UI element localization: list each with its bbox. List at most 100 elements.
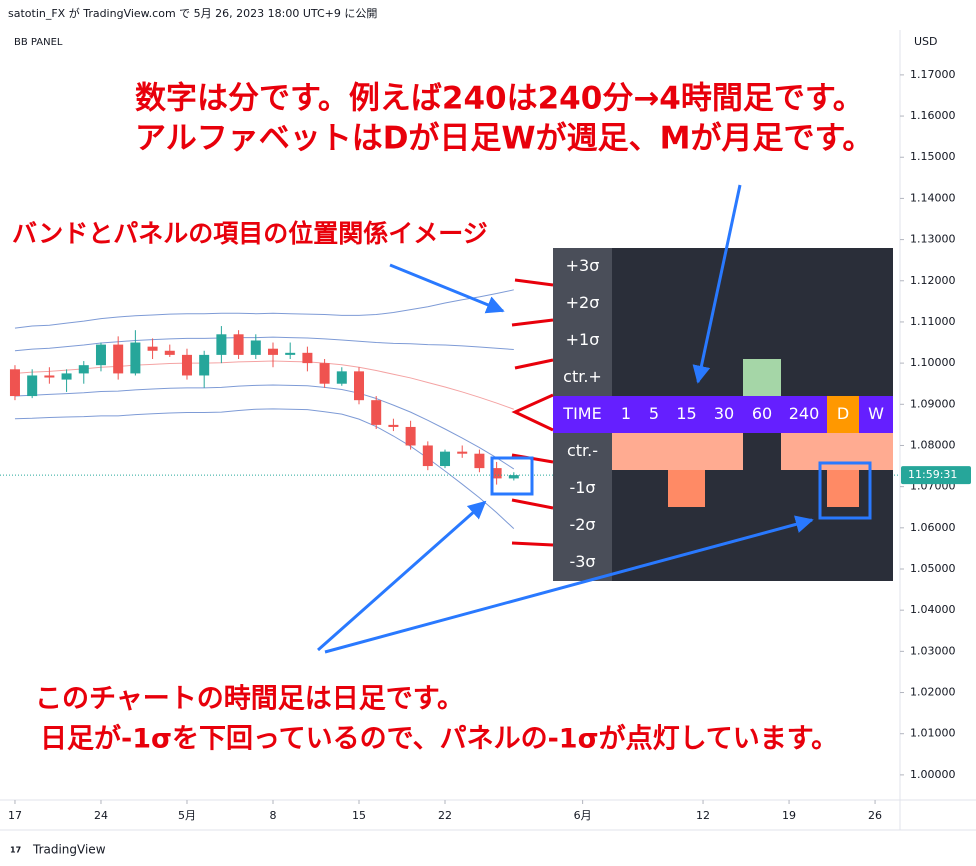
annotation: このチャートの時間足は日足です。: [35, 684, 464, 715]
panel-label-cell: [553, 470, 612, 507]
y-tick-label: 1.02000: [910, 686, 956, 699]
annotation: 数字は分です。例えば240は240分→4時間足です。: [135, 81, 864, 117]
candle-body: [61, 373, 72, 380]
y-tick-label: 1.01000: [910, 727, 956, 740]
candle-body: [95, 344, 106, 366]
candle-body: [285, 352, 296, 355]
panel-label-cell: [553, 285, 612, 322]
candle-body: [457, 451, 468, 454]
panel-row-label: ctr.-: [567, 441, 598, 460]
candle-body: [27, 375, 38, 397]
candle-body: [405, 426, 416, 446]
panel-header-timeframe: 30: [714, 404, 734, 423]
y-tick-label: 1.14000: [910, 191, 956, 204]
band-line: [14, 384, 515, 470]
candle-body: [9, 369, 20, 397]
candle-body: [371, 400, 382, 425]
panel-row-bg: [612, 322, 893, 359]
panel-header-highlight: [827, 396, 859, 433]
x-tick-label: 22: [438, 809, 452, 822]
panel-row-label: +1σ: [566, 330, 600, 349]
x-tick-label: 6月: [574, 809, 592, 822]
candle-body: [491, 468, 502, 479]
y-tick-label: 1.10000: [910, 356, 956, 369]
footer-brand: TradingView: [32, 843, 106, 857]
panel-lit-cell: [612, 433, 640, 470]
candle-body: [250, 340, 261, 355]
y-tick-label: 1.09000: [910, 397, 956, 410]
y-tick-label: 1.12000: [910, 274, 956, 287]
candle-body: [508, 475, 519, 479]
y-tick-label: 1.16000: [910, 109, 956, 122]
panel-header-timeframe: 60: [752, 404, 772, 423]
x-tick-label: 26: [868, 809, 882, 822]
candle-body: [354, 371, 365, 401]
candle-body: [164, 350, 175, 355]
x-tick-label: 19: [782, 809, 796, 822]
y-tick-label: 1.03000: [910, 644, 956, 657]
y-tick-label: 1.13000: [910, 233, 956, 246]
candle-body: [147, 346, 158, 351]
candle-body: [336, 371, 347, 384]
panel-label-cell: [553, 507, 612, 544]
pointer-line: [514, 278, 554, 287]
panel-row-bg: [612, 507, 893, 544]
y-tick-label: 1.11000: [910, 315, 956, 328]
panel-label-cell: [553, 433, 612, 470]
annotation: 日足が-1σを下回っているので、パネルの-1σが点灯しています。: [40, 723, 838, 755]
panel-header-timeframe: D: [837, 404, 849, 423]
y-tick-label: 1.00000: [910, 768, 956, 781]
panel-header-timeframe: 1: [621, 404, 631, 423]
panel-row-label: +3σ: [566, 256, 600, 275]
band-line: [14, 360, 514, 410]
candle-body: [233, 334, 244, 355]
arrow: [324, 515, 814, 654]
panel-row-label: +2σ: [566, 293, 600, 312]
candle-body: [216, 334, 227, 355]
price-unit: USD: [914, 35, 938, 48]
candle-body: [267, 348, 278, 355]
panel-row-label: -1σ: [569, 478, 595, 497]
header-title: satotin_FX が TradingView.com で 5月 26, 20…: [8, 6, 377, 20]
annotation: アルファベットはDが日足Wが週足、Mが月足です。: [135, 121, 873, 157]
panel-header-timeframe: 240: [789, 404, 820, 423]
band-line: [14, 408, 515, 530]
y-tick-label: 1.08000: [910, 438, 956, 451]
plot: [0, 289, 900, 530]
highlight-box: [490, 456, 534, 496]
pointer-line: [511, 541, 554, 547]
candle-body: [181, 354, 192, 376]
last-price-tag: [901, 466, 971, 485]
pointer-line: [511, 393, 554, 432]
panel-label-cell: [553, 544, 612, 581]
indicator-title: BB PANEL: [14, 37, 63, 48]
y-tick-label: 1.15000: [910, 150, 956, 163]
candle-body: [474, 453, 485, 469]
candle-body: [388, 424, 399, 427]
y-tick-label: 1.04000: [910, 603, 956, 616]
panel-label-cell: [553, 248, 612, 285]
panel-header-timeframe: W: [868, 404, 884, 423]
panel-label-cell: [553, 359, 612, 396]
panel-header-timeframe: 15: [676, 404, 696, 423]
pointer-line: [514, 358, 554, 370]
candle-body: [319, 363, 330, 384]
candle-body: [302, 352, 313, 364]
panel-row-bg: [612, 248, 893, 285]
y-tick-label: 1.17000: [910, 68, 956, 81]
arrow: [317, 500, 487, 652]
candle-body: [422, 445, 433, 467]
candle-body: [130, 342, 141, 374]
candle-body: [113, 344, 124, 374]
last-price-label: 11:59:31: [908, 468, 957, 481]
y-tick-label: 1.06000: [910, 521, 956, 534]
panel-lit-cell: [668, 470, 705, 507]
arrow: [389, 263, 505, 314]
band-line: [14, 336, 514, 352]
annotation: バンドとパネルの項目の位置関係イメージ: [12, 219, 488, 248]
panel-header-label: TIME: [562, 404, 601, 423]
panel-header-timeframe: 5: [649, 404, 659, 423]
panel-row-label: -3σ: [569, 552, 595, 571]
